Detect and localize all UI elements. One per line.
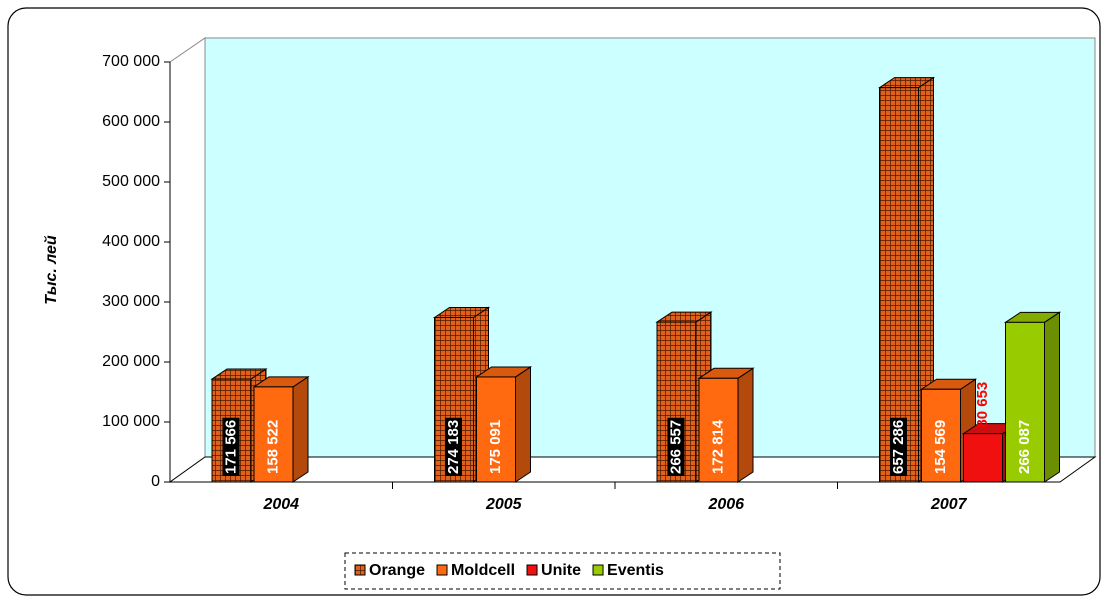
bar	[963, 433, 1003, 483]
legend-box	[344, 552, 781, 590]
floor	[168, 456, 1097, 483]
bar-side	[292, 375, 309, 483]
y-tick-label: 600 000	[102, 113, 160, 130]
legend-swatch	[354, 564, 366, 576]
y-tick-label: 400 000	[102, 233, 160, 250]
data-label: 172 814	[709, 419, 726, 474]
y-axis-title: Тыс. лей	[43, 235, 60, 305]
data-label: 657 286	[890, 420, 907, 474]
legend-label: Moldcell	[451, 562, 515, 579]
bar	[698, 377, 739, 483]
data-label: 274 183	[445, 420, 462, 474]
bar-side	[515, 366, 531, 483]
legend-swatch	[436, 564, 448, 576]
bar	[253, 386, 294, 483]
bar	[1005, 321, 1045, 483]
legend-label: Eventis	[607, 562, 664, 579]
data-label: 266 087	[1016, 420, 1033, 474]
data-label: 80 653	[974, 382, 991, 428]
legend-label: Orange	[369, 562, 425, 579]
bar-side	[737, 367, 754, 483]
y-tick-label: 300 000	[102, 293, 160, 310]
bar	[921, 388, 961, 483]
data-label-bg	[222, 417, 240, 476]
data-label-bg	[667, 417, 685, 476]
y-tick-label: 200 000	[102, 353, 160, 370]
data-label: 154 569	[932, 420, 949, 474]
data-label-bg	[889, 417, 907, 476]
data-label-bg	[444, 417, 462, 476]
data-label: 266 557	[667, 420, 684, 474]
data-label: 158 522	[264, 420, 281, 474]
bar	[476, 376, 516, 483]
y-tick-label: 0	[151, 473, 160, 490]
x-tick-label: 2005	[485, 496, 523, 513]
legend-label: Unite	[541, 562, 581, 579]
y-tick-label: 100 000	[102, 413, 160, 430]
y-tick-label: 700 000	[102, 53, 160, 70]
legend-swatch	[592, 564, 604, 576]
legend-swatch	[526, 564, 538, 576]
bar-side	[1044, 311, 1060, 483]
x-tick-label: 2007	[930, 496, 968, 513]
side-wall	[169, 37, 206, 483]
x-tick-label: 2004	[262, 496, 299, 513]
data-label: 171 566	[222, 420, 239, 474]
data-label: 175 091	[487, 420, 504, 474]
y-tick-label: 500 000	[102, 173, 160, 190]
x-tick-label: 2006	[707, 496, 744, 513]
bar	[879, 87, 919, 483]
